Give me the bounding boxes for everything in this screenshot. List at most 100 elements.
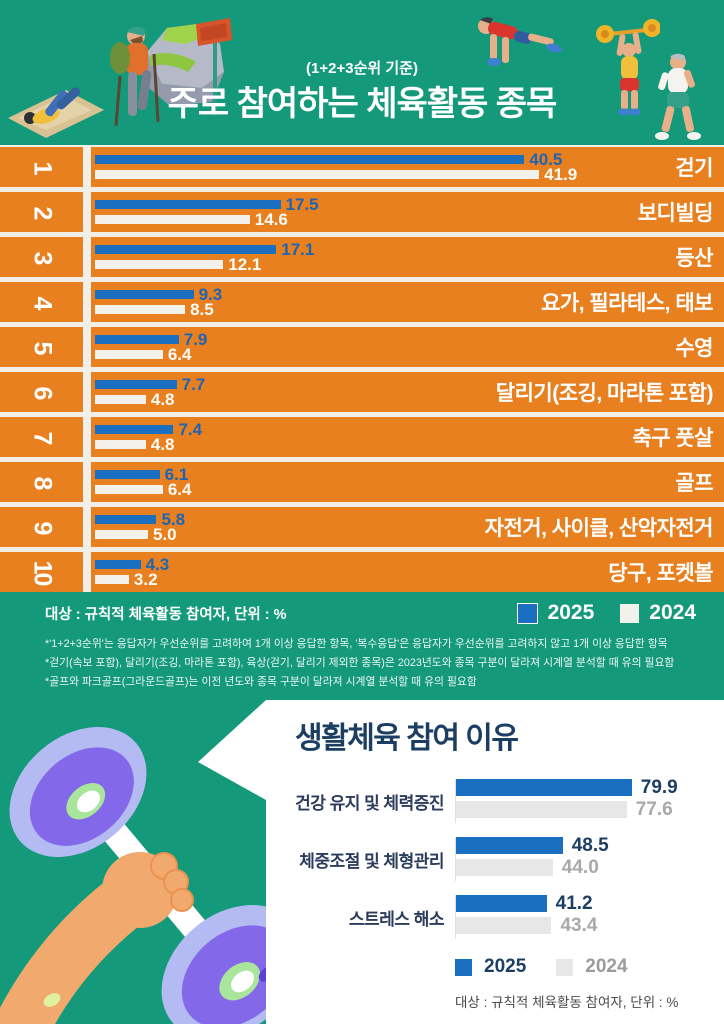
bar-line-2025: 5.8 xyxy=(95,511,185,528)
ranking-row-body: 5.8 5.0 자전거, 사이클, 산악자전거 xyxy=(91,507,724,547)
ranking-row-body: 7.9 6.4 수영 xyxy=(91,327,724,367)
rank-number: 2 xyxy=(28,206,56,218)
footnotes: *'1+2+3순위'는 응답자가 우선순위를 고려하여 1개 이상 응답한 항목… xyxy=(0,635,724,692)
ranking-row: 2 17.5 14.6 보디빌딩 xyxy=(0,192,724,232)
value-2025: 7.9 xyxy=(183,330,208,349)
bar-2025 xyxy=(456,779,632,796)
reason-label: 스트레스 해소 xyxy=(348,909,445,929)
reasons-target-note: 대상 : 규칙적 체육활동 참여자, 단위 : % xyxy=(455,995,679,1010)
reasons-legend: 2025 2024 xyxy=(455,956,724,978)
meta-row: 대상 : 규칙적 체육활동 참여자, 단위 : % 2025 2024 xyxy=(0,601,724,625)
value-2025: 17.1 xyxy=(281,240,315,259)
rank-number: 4 xyxy=(28,296,56,308)
bar-group: 17.5 14.6 xyxy=(95,196,319,230)
bar-2025 xyxy=(95,470,160,479)
speech-bubble-tail xyxy=(198,700,266,800)
bar-line-2024: 4.8 xyxy=(95,436,202,453)
rank-badge: 9 xyxy=(0,507,83,547)
activity-label: 골프 xyxy=(675,472,713,495)
activity-label: 자전거, 사이클, 산악자전거 xyxy=(484,517,714,540)
bar-2025 xyxy=(95,200,281,209)
bar-group: 6.1 6.4 xyxy=(95,466,192,500)
bar-2024 xyxy=(95,530,148,539)
bar-line-2024: 4.8 xyxy=(95,391,205,408)
value-2024: 41.9 xyxy=(544,165,578,184)
reason-group: 건강 유지 및 체력증진 79.9 77.6 xyxy=(266,778,724,823)
rank-badge: 2 xyxy=(0,192,83,232)
footnote-line: *걷기(속보 포함), 달리기(조깅, 마라톤 포함), 육상(걷기, 달리기 … xyxy=(45,656,675,669)
value-2024: 8.5 xyxy=(190,300,214,319)
value-2024: 6.4 xyxy=(167,480,192,499)
rank-number: 1 xyxy=(28,161,56,173)
bar-2024 xyxy=(95,485,163,494)
bar-line-2024: 12.1 xyxy=(95,256,314,273)
target-note: 대상 : 규칙적 체육활동 참여자, 단위 : % xyxy=(45,606,287,623)
bar-line-2025: 7.9 xyxy=(95,331,207,348)
bar-2024 xyxy=(95,575,129,584)
bar-line-2024: 3.2 xyxy=(95,571,169,588)
rank-badge: 5 xyxy=(0,327,83,367)
bar-line-2024: 5.0 xyxy=(95,526,185,543)
activity-label: 요가, 필라테스, 태보 xyxy=(541,292,713,315)
rank-number: 8 xyxy=(28,476,56,488)
ranking-row-body: 40.5 41.9 걷기 xyxy=(91,147,724,187)
bar-line-2024: 44.0 xyxy=(456,858,609,877)
rank-badge: 8 xyxy=(0,462,83,502)
ranking-row: 9 5.8 5.0 자전거, 사이클, 산악자전거 xyxy=(0,507,724,547)
rank-number: 5 xyxy=(28,341,56,353)
weightlifter-illustration xyxy=(596,19,660,116)
pushup-person-illustration xyxy=(478,17,562,66)
legend-swatch-2025 xyxy=(455,958,472,976)
hiker-and-rock-illustration xyxy=(110,18,232,127)
value-2024: 12.1 xyxy=(228,255,262,274)
value-2024: 43.4 xyxy=(560,915,598,936)
ranking-row-body: 4.3 3.2 당구, 포켓볼 xyxy=(91,552,724,592)
rank-number: 3 xyxy=(28,251,56,263)
activity-label: 달리기(조깅, 마라톤 포함) xyxy=(495,382,714,405)
bar-2024 xyxy=(95,395,146,404)
ranking-row: 10 4.3 3.2 당구, 포켓볼 xyxy=(0,552,724,592)
bar-2024 xyxy=(456,917,552,934)
ranking-chart: 1 40.5 41.9 걷기 2 17.5 xyxy=(0,145,724,592)
bar-group: 7.9 6.4 xyxy=(95,331,207,365)
reason-label: 건강 유지 및 체력증진 xyxy=(295,793,444,813)
activity-label: 수영 xyxy=(675,337,713,360)
rank-badge: 6 xyxy=(0,372,83,412)
reason-bar-group: 79.9 77.6 xyxy=(455,778,678,823)
bar-2025 xyxy=(456,895,547,912)
bar-line-2025: 40.5 xyxy=(95,151,577,168)
rank-badge: 1 xyxy=(0,147,83,187)
bar-2024 xyxy=(95,170,540,179)
value-2025: 7.4 xyxy=(178,420,203,439)
ranking-row: 4 9.3 8.5 요가, 필라테스, 태보 xyxy=(0,282,724,322)
bar-line-2025: 48.5 xyxy=(456,836,609,855)
ranking-row: 1 40.5 41.9 걷기 xyxy=(0,147,724,187)
ranking-row-body: 17.5 14.6 보디빌딩 xyxy=(91,192,724,232)
legend: 2025 2024 xyxy=(516,601,696,625)
value-2025: 7.7 xyxy=(181,375,206,394)
bar-2025 xyxy=(95,290,194,299)
ranking-row: 7 7.4 4.8 축구 풋살 xyxy=(0,417,724,457)
chart-subtitle: (1+2+3순위 기준) xyxy=(306,60,418,77)
value-2025: 5.8 xyxy=(161,510,186,529)
bar-line-2025: 79.9 xyxy=(456,778,678,797)
bar-2025 xyxy=(95,560,141,569)
bar-line-2024: 41.9 xyxy=(95,166,577,183)
ranking-rows: 1 40.5 41.9 걷기 2 17.5 xyxy=(0,147,724,592)
bar-2025 xyxy=(95,425,174,434)
bar-2024 xyxy=(95,215,250,224)
bar-line-2025: 7.7 xyxy=(95,376,205,393)
bar-2025 xyxy=(95,515,157,524)
ranking-row-body: 7.4 4.8 축구 풋살 xyxy=(91,417,724,457)
reason-label: 체중조절 및 체형관리 xyxy=(299,851,444,871)
value-2025: 40.5 xyxy=(529,150,563,169)
bar-group: 17.1 12.1 xyxy=(95,241,314,275)
activity-label: 걷기 xyxy=(675,157,713,180)
value-2024: 6.4 xyxy=(167,345,192,364)
reason-bar-group: 41.2 43.4 xyxy=(455,894,598,939)
value-2024: 14.6 xyxy=(254,210,288,229)
value-2024: 3.2 xyxy=(133,570,158,589)
bar-group: 5.8 5.0 xyxy=(95,511,185,545)
top-section: (1+2+3순위 기준) 주로 참여하는 체육활동 종목 1 40.5 41.9… xyxy=(0,0,724,700)
